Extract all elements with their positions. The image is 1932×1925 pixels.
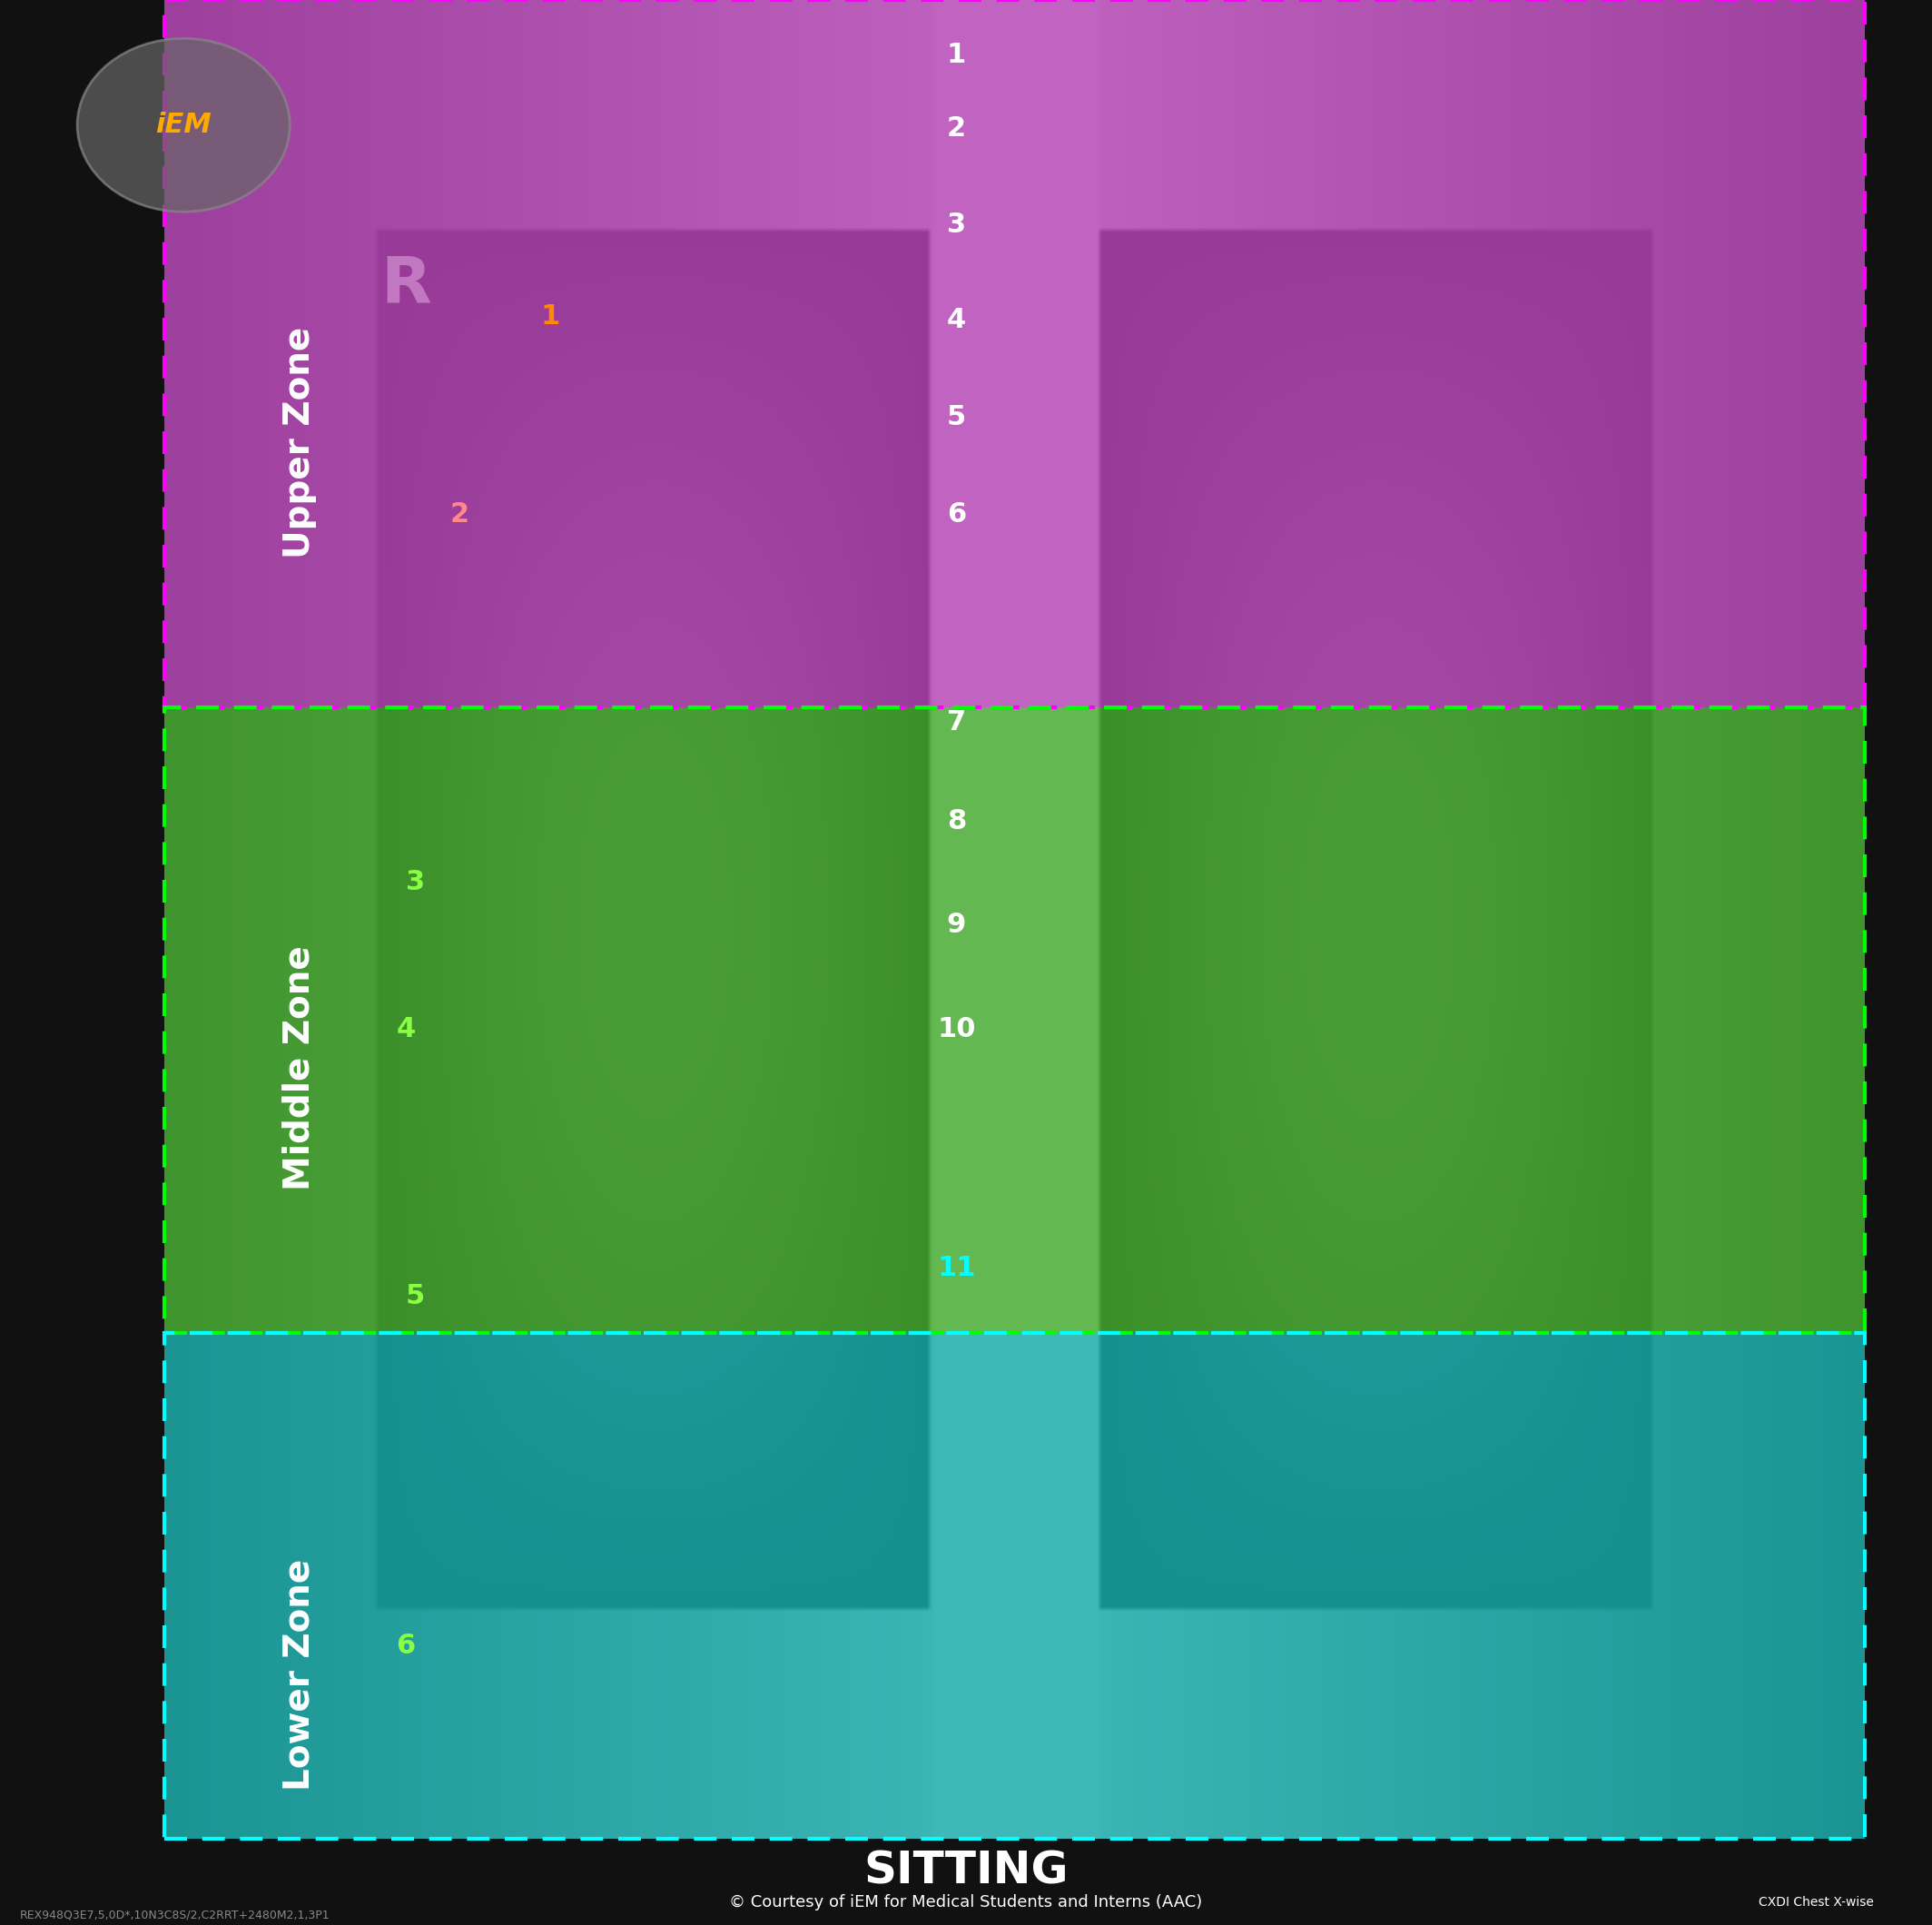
Text: CXDI Chest X-wise: CXDI Chest X-wise [1758,1896,1874,1908]
Bar [164,708,1864,1332]
Text: 2: 2 [450,502,469,527]
Text: 10: 10 [937,1016,976,1043]
Bar [0,0,164,1925]
Text: 4: 4 [396,1016,415,1043]
Bar [164,708,1864,1332]
Text: iEM: iEM [155,112,213,139]
Text: 1: 1 [541,302,560,329]
Text: SITTING: SITTING [864,1850,1068,1892]
Bar [1864,0,1932,1925]
Bar [164,0,1864,708]
Text: 8: 8 [947,808,966,835]
Text: 4: 4 [947,306,966,333]
Text: 11: 11 [937,1255,976,1282]
Text: 3: 3 [947,212,966,237]
Text: 6: 6 [396,1632,415,1659]
Text: 2: 2 [947,116,966,142]
Text: 7: 7 [947,708,966,735]
Text: 5: 5 [947,404,966,431]
Text: 3: 3 [406,870,425,895]
Bar [164,0,1864,708]
Text: 1: 1 [947,42,966,67]
Text: REX948Q3E7,5,0D*,10N3C8S/2,C2RRT+2480M2,1,3P1: REX948Q3E7,5,0D*,10N3C8S/2,C2RRT+2480M2,… [19,1910,330,1921]
Text: 6: 6 [947,502,966,527]
Text: Middle Zone: Middle Zone [282,945,317,1192]
Text: 9: 9 [947,912,966,937]
Bar [164,1332,1864,1838]
Bar [0,1838,1932,1925]
Ellipse shape [77,38,290,212]
Bar [164,0,1864,1838]
Text: Lower Zone: Lower Zone [282,1559,317,1790]
Text: 5: 5 [406,1282,425,1309]
Bar [164,1332,1864,1838]
Text: R: R [381,254,431,316]
Text: © Courtesy of iEM for Medical Students and Interns (AAC): © Courtesy of iEM for Medical Students a… [730,1894,1202,1910]
Text: Upper Zone: Upper Zone [282,327,317,558]
